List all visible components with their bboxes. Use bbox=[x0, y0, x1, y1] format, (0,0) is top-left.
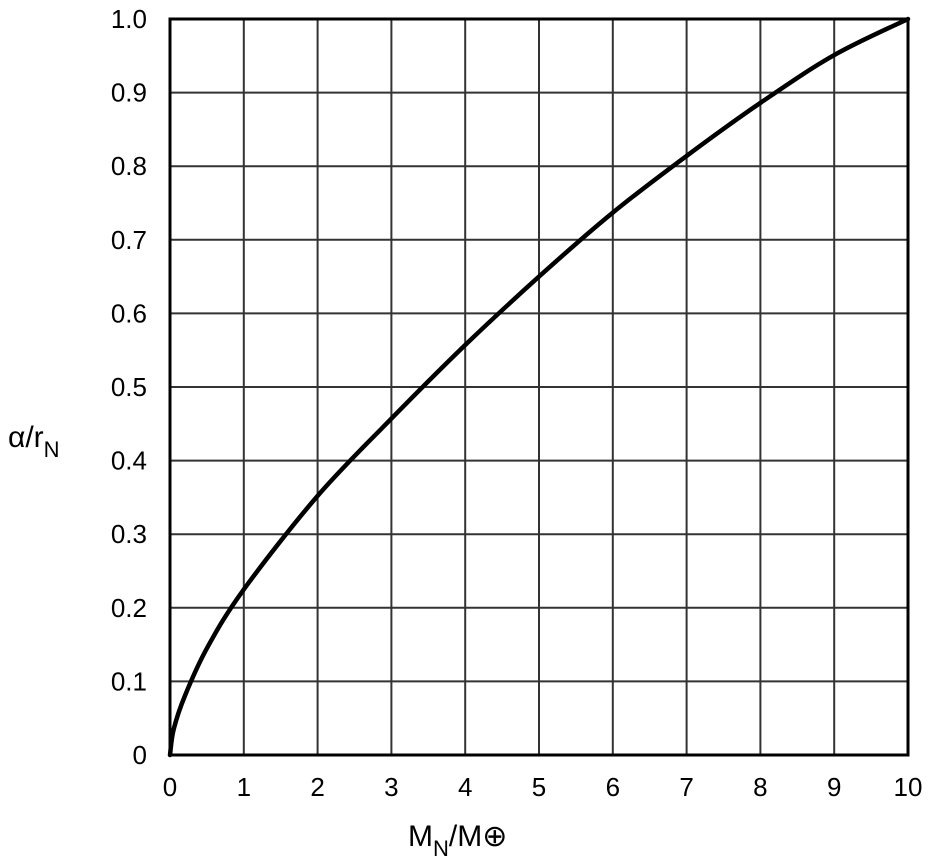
x-tick-label: 7 bbox=[679, 772, 693, 802]
x-tick-label: 0 bbox=[163, 772, 177, 802]
x-tick-label: 8 bbox=[753, 772, 767, 802]
x-axis-label-rest: /M⊕ bbox=[449, 820, 507, 853]
y-tick-labels: 0 0.1 0.2 0.3 0.4 0.5 0.6 0.7 0.8 0.9 1.0 bbox=[111, 4, 147, 770]
grid-lines bbox=[169, 18, 909, 756]
y-axis-label-sub: N bbox=[44, 437, 60, 462]
y-tick-label: 0.4 bbox=[111, 446, 147, 476]
y-tick-label: 0.3 bbox=[111, 519, 147, 549]
y-tick-label: 0.5 bbox=[111, 372, 147, 402]
x-tick-label: 4 bbox=[458, 772, 472, 802]
x-tick-labels: 0 1 2 3 4 5 6 7 8 9 10 bbox=[163, 772, 923, 802]
x-tick-label: 6 bbox=[606, 772, 620, 802]
x-tick-label: 3 bbox=[384, 772, 398, 802]
plot-frame bbox=[168, 17, 910, 757]
x-tick-label: 5 bbox=[532, 772, 546, 802]
y-tick-label: 0.1 bbox=[111, 666, 147, 696]
x-axis-label: MN/M⊕ bbox=[408, 820, 507, 861]
x-tick-label: 9 bbox=[827, 772, 841, 802]
y-tick-label: 1.0 bbox=[111, 4, 147, 34]
data-curve bbox=[167, 16, 911, 758]
y-tick-label: 0.7 bbox=[111, 225, 147, 255]
x-tick-label: 1 bbox=[237, 772, 251, 802]
y-axis-label: α/rN bbox=[8, 421, 60, 462]
y-tick-label: 0.6 bbox=[111, 298, 147, 328]
y-tick-label: 0 bbox=[133, 740, 147, 770]
x-tick-label: 10 bbox=[894, 772, 923, 802]
x-axis-label-main: M bbox=[408, 820, 433, 853]
x-tick-label: 2 bbox=[310, 772, 324, 802]
y-tick-label: 0.9 bbox=[111, 78, 147, 108]
x-axis-label-sub: N bbox=[433, 836, 449, 861]
y-tick-label: 0.8 bbox=[111, 151, 147, 181]
y-tick-label: 0.2 bbox=[111, 593, 147, 623]
y-axis-label-main: α/r bbox=[8, 421, 44, 454]
